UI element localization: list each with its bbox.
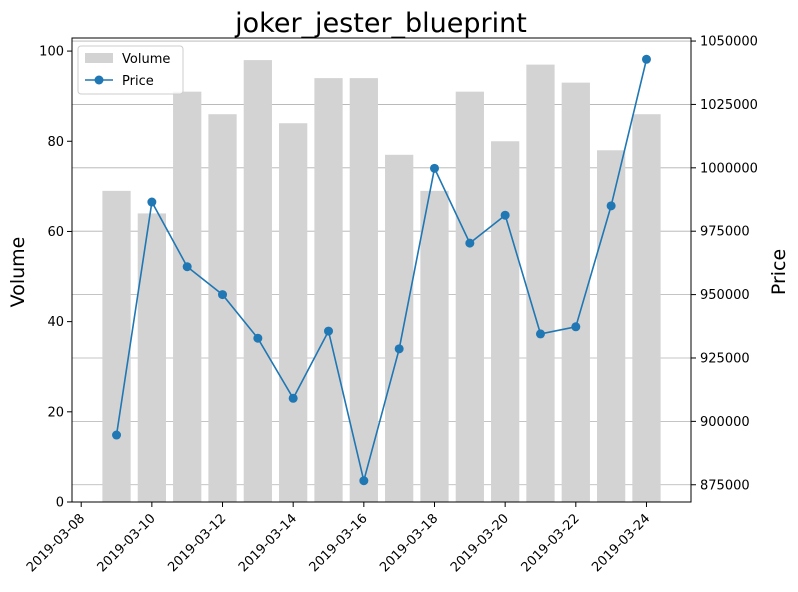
chart-title: joker_jester_blueprint	[234, 8, 527, 39]
x-tick-label: 2019-03-24	[589, 511, 653, 575]
x-tick-label: 2019-03-12	[165, 511, 229, 575]
x-tick-label: 2019-03-18	[377, 511, 441, 575]
price-point	[288, 393, 298, 403]
volume-bar	[420, 190, 449, 502]
x-tick-label: 2019-03-22	[519, 511, 583, 575]
volume-bar	[491, 141, 520, 502]
price-point	[253, 333, 263, 343]
price-line-layer	[112, 54, 651, 486]
legend-label-volume: Volume	[122, 52, 170, 67]
price-point	[535, 329, 545, 339]
price-line	[115, 59, 648, 481]
y-left-tick-label: 80	[47, 135, 64, 150]
y-right-tick-label: 1050000	[700, 35, 758, 50]
volume-bar	[279, 123, 308, 502]
legend-label-price: Price	[122, 74, 154, 89]
x-tick-label: 2019-03-08	[24, 511, 88, 575]
legend: Volume Price	[77, 45, 184, 95]
bars-layer	[102, 60, 661, 503]
y-left-tick-label: 60	[47, 225, 64, 240]
volume-bar	[243, 60, 272, 502]
volume-bar	[173, 91, 202, 503]
legend-swatch-price-marker	[94, 75, 104, 85]
y-right-tick-label: 1000000	[700, 161, 758, 176]
volume-bar	[137, 213, 166, 503]
volume-bar	[632, 114, 661, 502]
price-point	[218, 290, 228, 300]
y-left-tick-label: 100	[39, 45, 64, 60]
price-point	[571, 322, 581, 332]
y-right-tick-label: 950000	[700, 288, 750, 303]
volume-bar	[314, 78, 343, 502]
volume-bar	[455, 91, 484, 503]
y-right-tick-label: 925000	[700, 351, 750, 366]
price-point	[394, 344, 404, 354]
y-left-tick-label: 0	[56, 496, 64, 511]
y-axis-right-title: Price	[768, 249, 790, 295]
price-point	[606, 201, 616, 211]
y-right-tick-label: 1025000	[700, 98, 758, 113]
price-point	[641, 54, 651, 64]
legend-swatch-volume	[85, 53, 113, 63]
price-point	[112, 430, 122, 440]
x-tick-label: 2019-03-16	[307, 511, 371, 575]
volume-bar	[208, 114, 237, 502]
volume-bar	[349, 78, 378, 502]
price-point	[147, 197, 157, 207]
y-axis-left-title: Volume	[7, 237, 29, 308]
x-tick-label: 2019-03-14	[236, 511, 300, 575]
volume-bar	[526, 64, 555, 503]
price-point	[500, 210, 510, 220]
y-right-tick-label: 900000	[700, 415, 750, 430]
y-left-tick-label: 40	[47, 315, 64, 330]
price-point	[465, 238, 475, 248]
price-point	[429, 163, 439, 173]
price-point	[359, 476, 369, 486]
y-right-tick-label: 975000	[700, 225, 750, 240]
plot-frame	[71, 37, 692, 503]
y-right-tick-label: 875000	[700, 478, 750, 493]
price-point	[324, 326, 334, 336]
volume-bar	[385, 154, 414, 502]
volume-bar	[102, 190, 131, 502]
price-point	[182, 262, 192, 272]
x-tick-label: 2019-03-20	[448, 511, 512, 575]
y-left-tick-label: 20	[47, 405, 64, 420]
x-tick-label: 2019-03-10	[95, 511, 159, 575]
